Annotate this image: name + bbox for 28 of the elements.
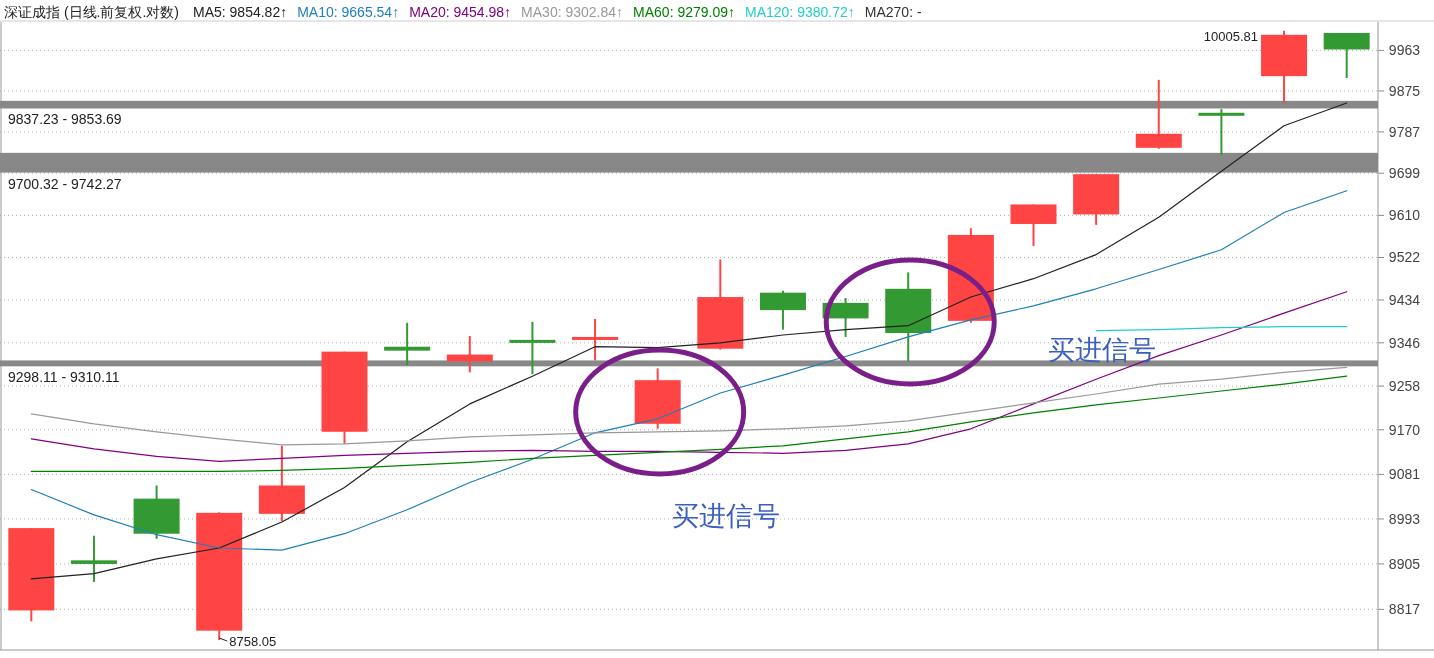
- y-tick-label: 9346: [1388, 334, 1421, 351]
- candlestick: [509, 320, 556, 376]
- candlestick: [384, 321, 431, 367]
- annotation: 8758.05: [229, 634, 277, 650]
- y-tick-label: 9434: [1388, 291, 1421, 308]
- band-label: 9298.11 - 9310.11: [8, 369, 120, 386]
- y-tick-label: 8993: [1388, 510, 1421, 527]
- y-tick-label: 9963: [1388, 42, 1421, 59]
- y-tick-label: 9787: [1388, 123, 1421, 140]
- y-tick-label: 9081: [1388, 466, 1421, 483]
- annotation: 买进信号: [1048, 335, 1157, 365]
- candlestick: [70, 534, 117, 583]
- band-label: 9700.32 - 9742.27: [8, 175, 122, 192]
- y-tick-label: 9170: [1388, 421, 1421, 438]
- y-tick-label: 9875: [1388, 82, 1421, 99]
- annotation: 买进信号: [672, 501, 781, 531]
- candlestick: [572, 317, 619, 362]
- legend: 深证成指 (日线.前复权.对数) MA5: 9854.82↑ MA10: 9665.54↑ MA20: 9454.98↑ MA30: 9302.84↑ MA60: 9279.09↑ MA120: 9380.72↑ MA270: -: [4, 4, 922, 20]
- y-tick-label: 9610: [1388, 207, 1421, 224]
- candlestick: [1135, 78, 1182, 150]
- y-tick-label: 9258: [1388, 378, 1421, 395]
- y-tick-label: 8905: [1388, 555, 1421, 572]
- band-label: 9837.23 - 9853.69: [8, 111, 122, 128]
- y-tick-label: 9522: [1388, 249, 1421, 266]
- y-tick-label: 9699: [1388, 165, 1421, 182]
- y-tick-label: 8817: [1388, 601, 1421, 618]
- annotation: 10005.81: [1203, 28, 1259, 44]
- candlestick: [1198, 108, 1245, 156]
